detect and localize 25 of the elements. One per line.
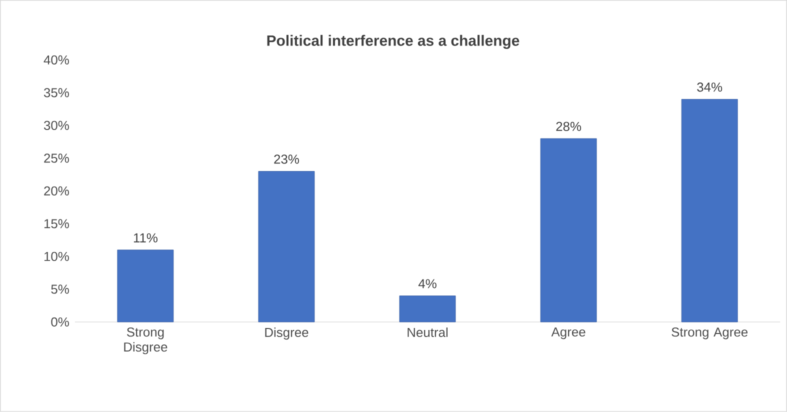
y-tick-label: 30%	[44, 120, 69, 130]
x-tick-label: Neutral	[408, 328, 448, 338]
y-tick-label: 15%	[44, 219, 69, 228]
bar	[681, 99, 738, 322]
x-tick-label: Agree	[551, 328, 586, 340]
x-tick-label: Strong Disgree	[124, 328, 168, 354]
data-label: 28%	[556, 122, 582, 132]
bar	[258, 171, 315, 322]
data-label: 11%	[134, 233, 158, 242]
x-tick-label: Disgree	[265, 328, 308, 340]
data-label: 23%	[274, 154, 299, 164]
data-label: 34%	[697, 82, 722, 92]
y-tick-label: 10%	[44, 252, 69, 262]
bar	[399, 296, 456, 322]
bar	[540, 138, 597, 322]
y-tick-label: 35%	[44, 88, 69, 98]
x-tick-label: Strong Agree	[672, 328, 748, 340]
y-tick-label: 5%	[51, 284, 69, 294]
bar	[117, 250, 174, 322]
y-tick-label: 25%	[44, 154, 69, 163]
y-tick-label: 40%	[44, 55, 69, 65]
y-tick-label: 20%	[44, 186, 69, 196]
chart-title: Political interference as a challenge	[267, 34, 520, 49]
y-tick-label: 0%	[51, 317, 69, 327]
data-label: 4%	[418, 279, 436, 288]
